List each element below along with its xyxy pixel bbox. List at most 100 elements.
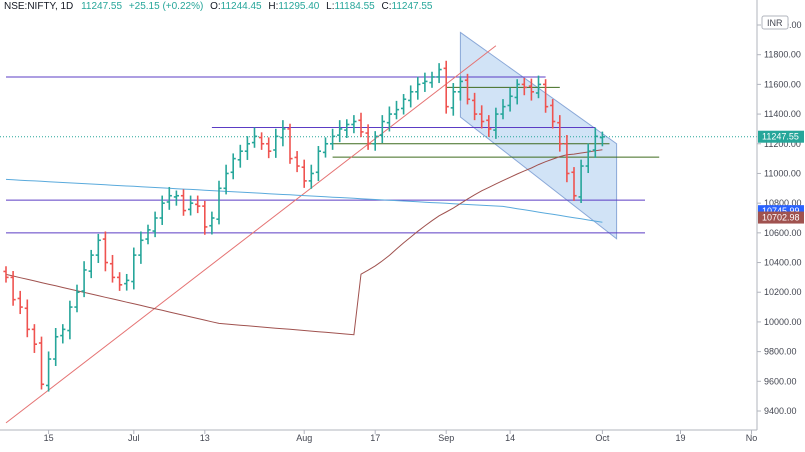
ohlc-bar[interactable] <box>259 132 265 150</box>
ohlc-bar[interactable] <box>450 83 456 116</box>
ohlc-bar[interactable] <box>535 75 542 99</box>
ohlc-bar[interactable] <box>273 128 279 158</box>
ohlc-bar[interactable] <box>180 189 187 216</box>
ohlc-bar[interactable] <box>493 107 499 139</box>
ohlc-bar[interactable] <box>550 99 556 129</box>
ohlc-bar[interactable] <box>557 115 563 152</box>
ohlc-bar[interactable] <box>294 151 300 173</box>
ohlc-bar[interactable] <box>95 233 101 263</box>
ohlc-bar[interactable] <box>500 99 506 120</box>
ohlc-bar[interactable] <box>514 79 520 105</box>
ohlc-bar[interactable] <box>308 164 314 189</box>
ohlc-bar[interactable] <box>159 195 165 225</box>
ohlc-bar[interactable] <box>88 249 94 279</box>
ohlc-bar[interactable] <box>344 119 350 138</box>
ohlc-bar[interactable] <box>578 159 584 204</box>
ohlc-bar[interactable] <box>124 273 130 291</box>
price-tick-label: 11000.00 <box>764 168 801 178</box>
ohlc-bar[interactable] <box>330 128 336 150</box>
ohlc-bar[interactable] <box>351 115 357 134</box>
ohlc-bar[interactable] <box>472 92 478 121</box>
time-tick-label: No <box>746 433 758 443</box>
ohlc-bar[interactable] <box>10 271 16 306</box>
ohlc-bar[interactable] <box>372 131 378 151</box>
ohlc-bar[interactable] <box>81 261 87 298</box>
ohlc-bar[interactable] <box>401 94 407 115</box>
ohlc-bar[interactable] <box>195 195 201 214</box>
ohlc-bar[interactable] <box>131 247 137 290</box>
ohlc-bar[interactable] <box>109 254 116 283</box>
ohlc-bar[interactable] <box>74 284 80 313</box>
ohlc-bar[interactable] <box>599 131 605 147</box>
ohlc-bar[interactable] <box>38 336 45 390</box>
ohlc-bar[interactable] <box>358 112 364 138</box>
ohlc-bar[interactable] <box>379 115 385 144</box>
ohlc-bar[interactable] <box>31 324 37 353</box>
ohlc-bar[interactable] <box>585 143 591 174</box>
ohlc-bar[interactable] <box>17 290 23 315</box>
ohlc-bar[interactable] <box>521 78 527 96</box>
ohlc-bar[interactable] <box>202 200 208 235</box>
ohlc-bar[interactable] <box>322 137 329 158</box>
ohlc-bar[interactable] <box>166 186 172 210</box>
ohlc-bar[interactable] <box>102 231 108 272</box>
ohlc-bar[interactable] <box>464 73 471 105</box>
ohlc-bar[interactable] <box>145 224 151 245</box>
ohlc-bar[interactable] <box>266 137 272 159</box>
ohlc-bar[interactable] <box>415 76 421 100</box>
ohlc-bar[interactable] <box>564 135 570 183</box>
ohlc-bar[interactable] <box>138 231 144 264</box>
ohlc-bar[interactable] <box>365 124 371 150</box>
time-tick-label: 14 <box>505 433 515 443</box>
ohlc-bar[interactable] <box>528 78 534 101</box>
ohlc-bar[interactable] <box>216 180 222 225</box>
ohlc-bar[interactable] <box>422 72 428 92</box>
ohlc-bar[interactable] <box>67 300 73 340</box>
ohlc-bar[interactable] <box>393 100 400 120</box>
ohlc-bar[interactable] <box>592 127 598 158</box>
time-tick-label: Jul <box>128 433 140 443</box>
ohlc-bar[interactable] <box>457 76 463 101</box>
ohlc-bar[interactable] <box>408 85 414 108</box>
ohlc-bar[interactable] <box>117 272 123 291</box>
ohlc-bar[interactable] <box>479 105 485 129</box>
high-value: 11295.40 <box>278 1 319 12</box>
ohlc-bar[interactable] <box>209 211 215 235</box>
ohlc-bar[interactable] <box>251 127 258 148</box>
ohlc-bar[interactable] <box>287 123 293 164</box>
price-tick-label: 11800.00 <box>764 50 801 60</box>
ohlc-bar[interactable] <box>571 167 577 201</box>
ohlc-bar[interactable] <box>386 106 392 132</box>
ohlc-bar[interactable] <box>443 60 449 114</box>
ohlc-bar[interactable] <box>280 120 286 147</box>
ascending-trendline[interactable] <box>5 45 497 424</box>
ohlc-bar[interactable] <box>436 63 442 84</box>
ohlc-bar[interactable] <box>244 136 250 160</box>
ohlc-bar[interactable] <box>486 115 492 137</box>
ohlc-bar[interactable] <box>60 324 66 344</box>
ohlc-bar[interactable] <box>429 71 435 88</box>
ohlc-bar[interactable] <box>507 87 513 112</box>
moving-average-brown[interactable] <box>5 149 603 336</box>
ohlc-bar[interactable] <box>152 211 158 238</box>
ohlc-bar[interactable] <box>223 164 229 195</box>
ohlc-bar[interactable] <box>46 351 52 392</box>
ohlc-bar[interactable] <box>173 190 179 206</box>
ohlc-bar[interactable] <box>543 79 549 113</box>
currency-badge[interactable]: INR <box>761 15 789 30</box>
price-tick-label: 9400.00 <box>764 406 797 416</box>
ohlc-bar[interactable] <box>24 299 30 338</box>
ohlc-bar[interactable] <box>337 120 343 143</box>
ohlc-bar[interactable] <box>188 195 194 216</box>
ohlc-bar[interactable] <box>3 266 9 283</box>
moving-average-blue[interactable] <box>5 178 603 223</box>
price-tick-label: 10400.00 <box>764 258 802 268</box>
ohlc-bar[interactable] <box>315 145 321 182</box>
ohlc-bar[interactable] <box>230 153 236 180</box>
last-close: 11247.55 <box>81 1 122 12</box>
ohlc-bar[interactable] <box>53 328 59 367</box>
time-tick-label: 15 <box>44 433 54 443</box>
ohlc-bar[interactable] <box>301 159 307 188</box>
ohlc-bar[interactable] <box>237 144 243 168</box>
